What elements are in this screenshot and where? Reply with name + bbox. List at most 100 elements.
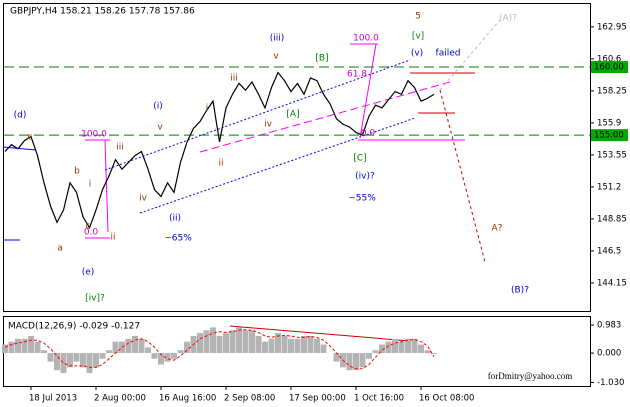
drawings xyxy=(2,19,501,342)
macd-bar xyxy=(145,347,151,354)
price-line xyxy=(4,71,435,230)
channel-line xyxy=(139,117,416,214)
x-tick-label: 2 Aug 00:00 xyxy=(94,394,146,404)
annotation: A? xyxy=(492,224,503,234)
macd-bar xyxy=(210,327,216,354)
macd-bar xyxy=(255,335,262,354)
macd-bar xyxy=(392,338,398,354)
macd-bar xyxy=(314,338,320,354)
y-tick-label: 0.000 xyxy=(597,349,621,359)
macd-bar xyxy=(177,350,184,354)
y-tick-label: 155.9 xyxy=(597,118,621,128)
annotation: (iii) xyxy=(270,34,285,44)
macd-bar xyxy=(229,330,236,354)
annotation: i xyxy=(206,104,209,114)
macd-bar xyxy=(372,350,379,354)
annotation: 0.0 xyxy=(361,129,376,139)
macd-bar xyxy=(15,338,21,354)
macd-bar xyxy=(203,330,210,354)
macd-bar xyxy=(346,353,353,371)
y-tick-label: 162.95 xyxy=(597,22,627,32)
level-tag xyxy=(591,61,628,74)
price-frame xyxy=(3,3,591,312)
annotation: ii xyxy=(110,233,115,243)
macd-bar xyxy=(41,350,47,354)
annotation: iv xyxy=(139,194,148,204)
macd-bar xyxy=(197,333,203,354)
x-tick-label: 16 Oct 08:00 xyxy=(419,394,474,404)
annotation: ~65% xyxy=(164,234,192,244)
annotation: v xyxy=(157,123,163,133)
chart-title: GBPJPY,H4 158.21 158.26 157.78 157.86 xyxy=(10,7,195,17)
macd-bar xyxy=(418,344,424,354)
level-tag xyxy=(591,129,628,142)
macd-bar xyxy=(301,335,307,354)
y-tick-label: 153.55 xyxy=(597,150,627,160)
macd-bar xyxy=(398,341,405,354)
macd-bar xyxy=(21,338,28,354)
annotation: [v] xyxy=(412,32,424,42)
macd-bar xyxy=(34,341,41,354)
macd-bar xyxy=(164,353,171,362)
macd-bar xyxy=(8,341,15,354)
macd-bar xyxy=(242,330,249,354)
x-tick-label: 1 Oct 16:00 xyxy=(354,394,404,404)
macd-bar xyxy=(359,353,366,368)
y-tick-label: 160.6 xyxy=(597,54,621,64)
annotation: 0.0 xyxy=(84,228,99,238)
fib-line xyxy=(359,43,377,139)
annotation: (A)? xyxy=(499,14,517,24)
macd-bar xyxy=(216,335,223,354)
macd-bar xyxy=(385,341,392,354)
macd-bar xyxy=(80,353,86,368)
macd-bar xyxy=(112,341,119,354)
macd-bar xyxy=(132,335,138,354)
annotation: 100.0 xyxy=(81,130,107,140)
y-tick-label: 144.15 xyxy=(597,278,627,288)
macd-bar xyxy=(119,341,125,354)
macd-bar xyxy=(320,344,327,354)
y-tick-label: -1.030 xyxy=(597,378,624,388)
macd-bar xyxy=(281,335,288,354)
annotation: [B] xyxy=(315,54,328,64)
y-tick-label: 151.2 xyxy=(597,182,621,192)
level-label: 155.00 xyxy=(594,131,624,141)
y-tick-label: 146.5 xyxy=(597,246,621,256)
annotation: (v) xyxy=(411,49,423,59)
y-tick-label: 148.85 xyxy=(597,214,627,224)
annotation: (iv)? xyxy=(355,172,375,182)
annotation: failed xyxy=(436,49,461,59)
macd-bar xyxy=(262,341,268,354)
macd-bar xyxy=(405,338,411,354)
annotation: ~55% xyxy=(348,194,376,204)
macd-bar xyxy=(411,338,418,354)
signal-line xyxy=(4,329,435,370)
annotation: a xyxy=(57,244,63,254)
level-label: 160.00 xyxy=(594,63,624,73)
macd-bar xyxy=(184,341,190,354)
macd-bar xyxy=(47,353,54,362)
macd-bar xyxy=(99,353,106,359)
macd-bar xyxy=(249,330,255,354)
annotation: (ii) xyxy=(169,214,181,224)
macd-bar xyxy=(138,338,145,354)
annotation: forDmitry@yahoo.com xyxy=(488,371,573,381)
macd-bar xyxy=(294,338,301,354)
macd-bar xyxy=(106,350,112,354)
annotation: b xyxy=(74,167,80,177)
macd-bar xyxy=(366,353,372,359)
x-tick-label: 17 Sep 00:00 xyxy=(289,394,346,404)
macd-bar xyxy=(67,353,73,368)
macd-bar xyxy=(73,353,80,362)
macd-bar xyxy=(125,338,132,354)
macd-bar xyxy=(379,344,385,354)
annotation: iii xyxy=(230,74,238,84)
annotation: i xyxy=(89,180,92,190)
macd-bar xyxy=(353,353,359,371)
annotation: (B)? xyxy=(511,286,529,296)
macd-bar xyxy=(151,353,158,359)
annotation: (d) xyxy=(14,111,27,121)
macd-bar xyxy=(158,353,164,365)
annotation: c xyxy=(28,133,33,143)
